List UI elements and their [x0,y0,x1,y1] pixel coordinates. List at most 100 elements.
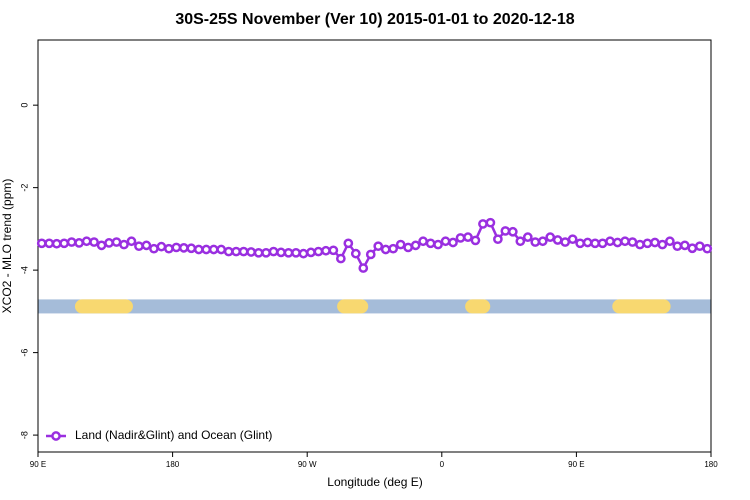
data-point [186,243,197,254]
data-point [276,247,286,258]
data-point [365,249,376,260]
data-point [440,236,451,247]
data-point [193,244,204,255]
data-point [231,246,242,257]
x-axis-label: Longitude (deg E) [327,475,422,489]
data-point [425,238,436,249]
data-point [313,246,324,257]
x-tick-label: 90 E [568,460,584,469]
data-point [515,236,526,247]
data-point [433,239,443,250]
data-point [650,237,660,248]
data-point [507,226,518,237]
data-point [470,235,481,246]
data-point [418,236,428,247]
ocean-band [38,299,711,314]
data-point [149,243,159,254]
chart-title: 30S-25S November (Ver 10) 2015-01-01 to … [175,11,574,28]
data-point [111,237,122,247]
data-point [380,244,391,255]
data-point [268,246,279,257]
x-tick-label: 0 [440,460,445,469]
data-point [500,226,511,236]
data-point [522,232,533,242]
legend-marker [51,431,61,441]
data-point [455,233,466,243]
data-point [291,247,301,258]
x-tick-label: 180 [166,460,180,469]
data-point [597,238,608,249]
data-point [119,239,129,250]
data-point [246,247,256,257]
land-segment [74,299,133,314]
data-point [657,239,668,250]
data-point [627,237,638,247]
y-tick-label: -6 [19,349,29,357]
data-point [478,219,488,229]
data-point [612,237,623,248]
data-point [410,240,421,251]
data-point [328,245,339,256]
data-point [171,242,182,253]
data-point [321,245,331,256]
data-point [208,244,219,255]
y-tick-label: 0 [19,103,29,108]
y-tick-label: -8 [19,431,29,439]
data-point [485,217,496,228]
data-point [358,263,369,273]
data-point [530,237,541,247]
data-point [567,234,578,245]
y-tick-label: -4 [19,266,29,274]
data-point [126,236,137,247]
data-point [552,235,563,245]
land-segment [612,299,671,314]
data-point [687,243,698,254]
data-point [545,232,556,242]
data-point [448,237,458,248]
data-point [336,253,346,264]
data-point [81,236,92,247]
data-point [178,243,189,253]
land-segment [337,299,369,314]
data-point [560,237,571,247]
data-point [156,241,167,252]
data-point [253,247,264,258]
data-point [51,238,62,249]
data-point [395,239,406,250]
data-point [575,238,585,249]
data-point [66,237,77,247]
data-point [141,240,152,251]
y-axis-label: XCO2 - MLO trend (ppm) [0,179,14,314]
data-point [665,236,675,247]
data-point [463,232,473,242]
data-point [679,240,690,251]
data-point [403,242,413,253]
data-point [164,243,174,254]
data-point [74,238,84,248]
data-point [238,246,249,257]
data-point [642,238,653,249]
data-point [590,238,600,249]
data-point [96,240,107,251]
data-point [493,234,503,245]
data-point [343,238,354,249]
data-point [134,241,144,252]
legend-label: Land (Nadir&Glint) and Ocean (Glint) [75,428,272,442]
data-point [306,247,316,258]
data-point [36,238,47,249]
data-point [223,246,234,257]
data-point [672,241,683,252]
data-point [373,241,384,252]
data-point [261,247,271,258]
data-point [620,236,630,247]
data-point [298,248,309,259]
data-point [537,236,548,247]
data-point [694,241,705,252]
data-point [635,239,645,250]
x-tick-label: 90 W [298,460,317,469]
data-point [582,237,593,248]
data-point [605,236,615,247]
data-point [702,243,713,254]
data-point [350,248,361,259]
